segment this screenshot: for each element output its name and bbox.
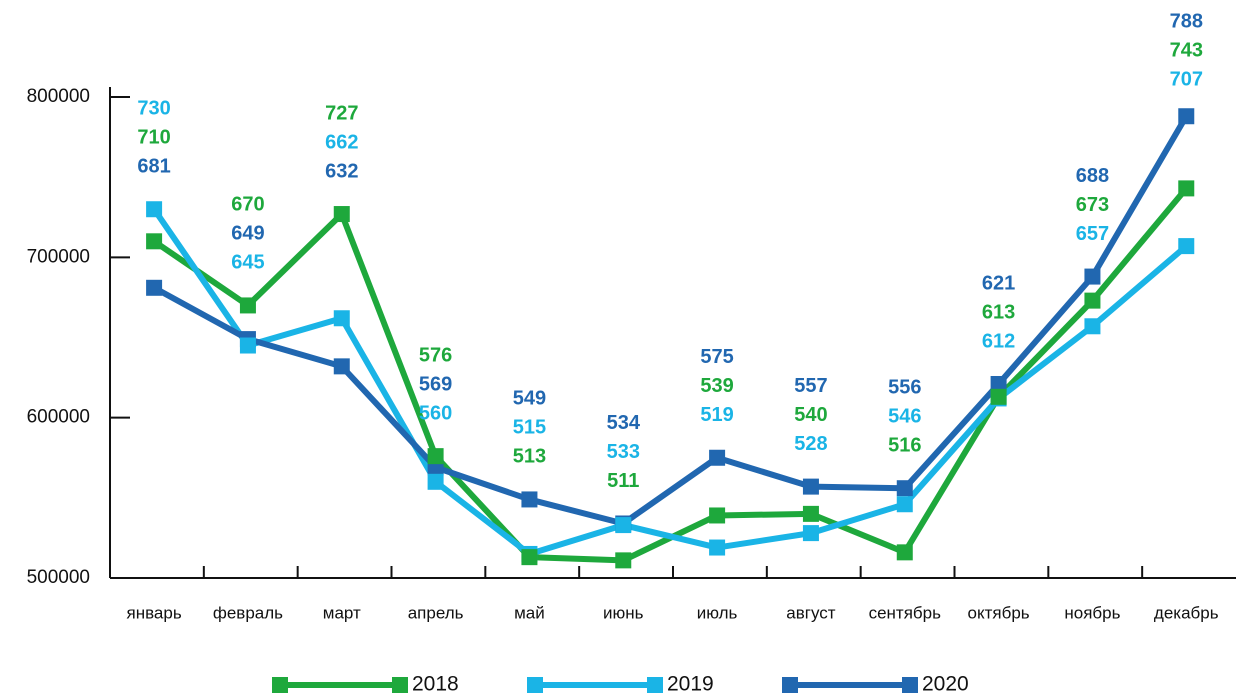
value-label: 557 (794, 375, 827, 397)
value-label: 681 (137, 156, 170, 178)
point (333, 310, 350, 327)
value-label: 539 (700, 375, 733, 397)
y-tick-label: 600000 (27, 407, 90, 428)
legend-marker (647, 677, 663, 693)
point (990, 388, 1007, 405)
point (709, 507, 726, 524)
x-tick-label: сентябрь (869, 603, 942, 622)
x-tick-label: февраль (213, 603, 283, 622)
value-label: 788 (1170, 10, 1203, 32)
point (802, 525, 819, 542)
value-label: 515 (513, 417, 546, 439)
value-label: 707 (1170, 68, 1203, 90)
value-label: 727 (325, 102, 358, 124)
x-tick-label: апрель (408, 603, 464, 622)
point (709, 539, 726, 556)
value-label: 612 (982, 330, 1015, 352)
value-label: 613 (982, 301, 1015, 323)
value-label: 549 (513, 388, 546, 410)
point (709, 449, 726, 466)
value-label: 546 (888, 405, 921, 427)
y-tick-label: 800000 (27, 86, 90, 107)
value-label: 688 (1076, 165, 1109, 187)
x-tick-label: август (786, 603, 835, 622)
legend-marker (902, 677, 918, 693)
value-label: 649 (231, 223, 264, 245)
value-label: 645 (231, 252, 264, 274)
legend-marker (392, 677, 408, 693)
x-tick-label: март (323, 603, 361, 622)
point (146, 233, 163, 250)
value-label: 657 (1076, 223, 1109, 245)
x-tick-label: июль (697, 603, 738, 622)
x-tick-label: октябрь (968, 603, 1030, 622)
point (427, 473, 444, 490)
value-label: 621 (982, 272, 1015, 294)
value-label: 743 (1170, 39, 1203, 61)
value-label: 569 (419, 373, 452, 395)
value-label: 534 (607, 412, 641, 434)
point (333, 206, 350, 223)
point (896, 496, 913, 513)
point (802, 478, 819, 495)
point (1084, 292, 1101, 309)
value-label: 575 (700, 346, 733, 368)
legend-marker (527, 677, 543, 693)
y-tick-label: 700000 (27, 246, 90, 267)
x-tick-label: январь (127, 603, 182, 622)
value-label: 556 (888, 376, 921, 398)
value-label: 670 (231, 194, 264, 216)
value-label: 533 (607, 441, 640, 463)
y-tick-label: 500000 (27, 567, 90, 588)
point (521, 491, 538, 508)
point (615, 517, 632, 534)
point (427, 448, 444, 465)
x-tick-label: ноябрь (1064, 603, 1120, 622)
value-label: 560 (419, 402, 452, 424)
legend-label: 2018 (412, 673, 459, 693)
point (1084, 268, 1101, 285)
point (333, 358, 350, 375)
point (1084, 318, 1101, 335)
point (146, 201, 163, 218)
point (1178, 108, 1195, 125)
value-label: 576 (419, 344, 452, 366)
value-label: 632 (325, 160, 358, 182)
legend-label: 2020 (922, 673, 969, 693)
value-label: 540 (794, 404, 827, 426)
point (521, 549, 538, 566)
value-label: 710 (137, 127, 170, 149)
point (615, 552, 632, 569)
point (239, 297, 256, 314)
value-label: 662 (325, 131, 358, 153)
line-series (152, 114, 1189, 527)
legend-marker (272, 677, 288, 693)
value-label: 516 (888, 434, 921, 456)
point (1178, 238, 1195, 255)
point (896, 480, 913, 497)
point (146, 279, 163, 296)
x-tick-label: июнь (603, 603, 644, 622)
legend-label: 2019 (667, 673, 714, 693)
value-label: 513 (513, 446, 546, 468)
legend-marker (782, 677, 798, 693)
value-label: 528 (794, 433, 827, 455)
point (239, 337, 256, 354)
x-tick-label: декабрь (1154, 603, 1219, 622)
value-label: 519 (700, 404, 733, 426)
point (1178, 180, 1195, 197)
value-label: 511 (607, 470, 639, 492)
point (802, 505, 819, 522)
value-label: 673 (1076, 194, 1109, 216)
point (896, 544, 913, 561)
point (990, 375, 1007, 392)
line-series (151, 207, 1189, 557)
value-label: 730 (137, 98, 170, 120)
x-tick-label: май (514, 603, 545, 622)
